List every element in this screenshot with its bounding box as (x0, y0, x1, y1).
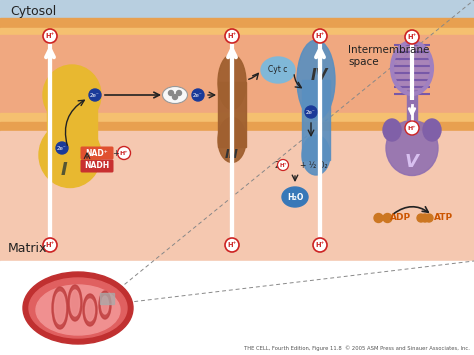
Text: 2e⁻: 2e⁻ (306, 110, 316, 115)
Ellipse shape (83, 294, 97, 326)
Circle shape (192, 89, 204, 101)
Circle shape (43, 29, 57, 43)
Text: Cyt c: Cyt c (268, 66, 288, 75)
Bar (100, 293, 114, 304)
Text: NAD⁺: NAD⁺ (86, 148, 109, 158)
Bar (0, 18, 474, 28)
Bar (0, 122, 474, 131)
Text: H₂O: H₂O (287, 192, 303, 202)
Ellipse shape (68, 285, 82, 321)
Text: H⁺: H⁺ (279, 163, 287, 168)
Text: + ½ O₂: + ½ O₂ (300, 160, 328, 169)
Bar (407, 90, 417, 120)
Ellipse shape (39, 122, 101, 187)
Circle shape (43, 238, 57, 252)
Ellipse shape (29, 278, 127, 338)
Circle shape (176, 91, 182, 95)
Text: IV: IV (310, 67, 328, 82)
Text: 2e⁻: 2e⁻ (193, 93, 203, 98)
Ellipse shape (423, 119, 441, 141)
Ellipse shape (282, 187, 308, 207)
Ellipse shape (43, 65, 101, 125)
Ellipse shape (55, 292, 65, 324)
Circle shape (305, 106, 317, 118)
Text: 2e⁻: 2e⁻ (90, 93, 100, 98)
Text: +: + (112, 148, 119, 158)
Text: THE CELL, Fourth Edition, Figure 11.8  © 2005 ASM Press and Sinauer Associates, : THE CELL, Fourth Edition, Figure 11.8 © … (244, 345, 470, 351)
FancyBboxPatch shape (81, 159, 113, 173)
Circle shape (118, 147, 130, 159)
Ellipse shape (23, 272, 133, 344)
Text: Matrix: Matrix (8, 241, 47, 255)
Circle shape (168, 91, 173, 95)
Ellipse shape (99, 291, 111, 319)
FancyBboxPatch shape (81, 147, 113, 159)
Circle shape (225, 29, 239, 43)
Text: III: III (225, 148, 239, 162)
Bar (47, 100, 97, 160)
Circle shape (313, 29, 327, 43)
Circle shape (425, 214, 433, 222)
Ellipse shape (36, 285, 120, 335)
Ellipse shape (261, 57, 295, 83)
Ellipse shape (218, 55, 246, 109)
Bar (218, 82, 246, 147)
Ellipse shape (386, 120, 438, 175)
Text: 2e⁻: 2e⁻ (57, 146, 67, 151)
Circle shape (417, 214, 425, 222)
Ellipse shape (52, 287, 68, 329)
Text: H⁺: H⁺ (315, 33, 325, 39)
Ellipse shape (101, 296, 109, 314)
Ellipse shape (71, 290, 80, 316)
Text: H⁺: H⁺ (46, 242, 55, 248)
Text: Intermembrane
space: Intermembrane space (348, 45, 429, 67)
Ellipse shape (297, 40, 335, 120)
Bar (0, 28, 474, 35)
Bar (302, 80, 330, 160)
Text: H⁺: H⁺ (120, 151, 128, 156)
Ellipse shape (163, 87, 188, 104)
Circle shape (173, 94, 177, 99)
Text: V: V (405, 153, 419, 171)
Text: Cytosol: Cytosol (10, 5, 56, 17)
Bar (0, 113, 474, 122)
Circle shape (383, 213, 392, 223)
Circle shape (277, 159, 289, 170)
Ellipse shape (85, 299, 94, 321)
Text: 2: 2 (274, 160, 279, 169)
Circle shape (405, 121, 419, 135)
Ellipse shape (218, 118, 246, 163)
Text: H⁺: H⁺ (46, 33, 55, 39)
Text: I: I (61, 161, 67, 179)
Text: H⁺: H⁺ (228, 33, 237, 39)
Circle shape (225, 238, 239, 252)
Circle shape (405, 30, 419, 44)
Circle shape (89, 89, 101, 101)
Bar (0, 131, 474, 261)
Bar (0, 35, 474, 113)
Circle shape (421, 214, 429, 222)
Bar (0, 261, 474, 355)
Ellipse shape (302, 135, 330, 175)
Text: NADH: NADH (84, 162, 109, 170)
Circle shape (56, 142, 68, 154)
Text: H⁺: H⁺ (408, 126, 416, 131)
Text: H⁺: H⁺ (408, 34, 417, 40)
Ellipse shape (392, 42, 432, 94)
Text: H⁺: H⁺ (315, 242, 325, 248)
Bar (0, 0, 474, 18)
Text: ATP: ATP (434, 213, 453, 223)
Ellipse shape (383, 119, 401, 141)
Text: ADP: ADP (390, 213, 411, 223)
Circle shape (374, 213, 383, 223)
Text: H⁺: H⁺ (228, 242, 237, 248)
Circle shape (313, 238, 327, 252)
